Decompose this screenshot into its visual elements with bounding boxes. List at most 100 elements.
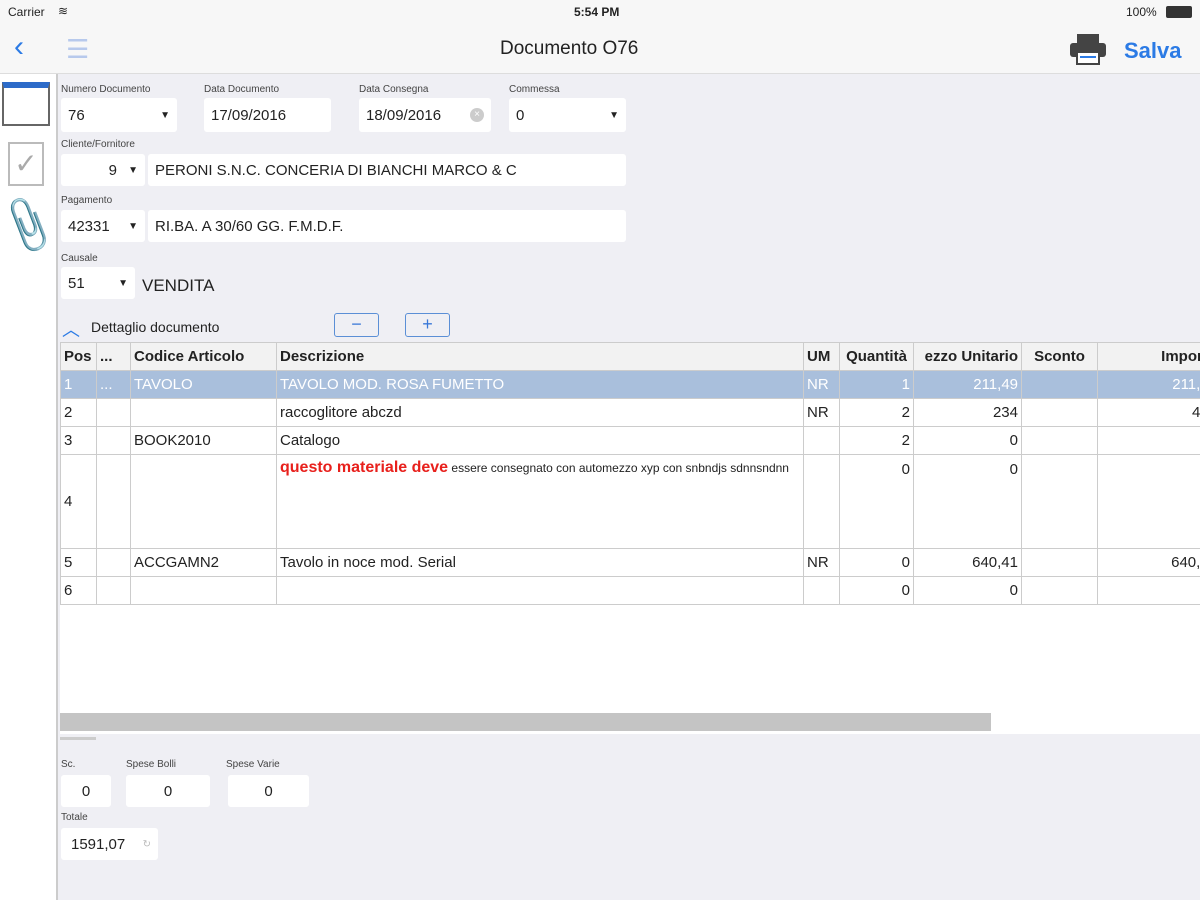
cell-pos[interactable]: 2	[60, 398, 97, 427]
table-row[interactable]: 6000	[60, 576, 1200, 605]
detail-toggle[interactable]: Dettaglio documento	[91, 319, 220, 335]
cell-price[interactable]: 0	[913, 576, 1022, 605]
cell-amount[interactable]: 0	[1097, 454, 1200, 549]
cliente-name-field[interactable]: PERONI S.N.C. CONCERIA DI BIANCHI MARCO …	[148, 154, 626, 186]
cell-dots[interactable]	[96, 576, 131, 605]
column-header[interactable]: Importo	[1097, 342, 1200, 371]
cell-amount[interactable]: 211,49	[1097, 370, 1200, 399]
horizontal-scrollbar[interactable]	[60, 713, 991, 731]
cell-code[interactable]: ACCGAMN2	[130, 548, 277, 577]
cell-um[interactable]: NR	[803, 370, 840, 399]
cell-disc[interactable]	[1021, 398, 1098, 427]
cliente-code-value: 9	[108, 161, 117, 179]
cell-pos[interactable]: 6	[60, 576, 97, 605]
table-row[interactable]: 3BOOK2010Catalogo200	[60, 426, 1200, 455]
cell-desc[interactable]: questo materiale deve essere consegnato …	[276, 454, 804, 549]
table-row[interactable]: 1... TAVOLO TAVOLO MOD. ROSA FUMETTO NR 1 211…	[60, 370, 1200, 399]
printer-icon[interactable]	[1068, 32, 1108, 65]
clear-icon[interactable]: ×	[470, 108, 484, 122]
cell-disc[interactable]	[1021, 426, 1098, 455]
data-doc-label: Data Documento	[204, 84, 280, 95]
pagamento-code-select[interactable]: 42331 ▼	[61, 210, 145, 242]
cell-dots[interactable]	[96, 548, 131, 577]
cell-disc[interactable]	[1021, 548, 1098, 577]
commessa-value: 0	[516, 106, 525, 124]
cell-dots[interactable]	[96, 398, 131, 427]
column-header[interactable]: UM	[803, 342, 840, 371]
cell-um[interactable]: NR	[803, 398, 840, 427]
column-header[interactable]: ...	[96, 342, 131, 371]
cell-code[interactable]	[130, 398, 277, 427]
cell-pos[interactable]: 4	[60, 454, 97, 549]
cell-pos[interactable]: 1	[60, 370, 97, 399]
table-row[interactable]: 4 questo materiale deve essere consegnato…	[60, 454, 1200, 549]
sc-field[interactable]: 0	[61, 775, 111, 807]
cell-dots[interactable]	[96, 454, 131, 549]
sidebar-attachment-icon[interactable]: 📎	[0, 193, 61, 256]
sidebar-document-icon[interactable]	[2, 82, 50, 126]
cell-code[interactable]: BOOK2010	[130, 426, 277, 455]
sidebar-checklist-icon[interactable]: ✓	[8, 142, 44, 186]
status-bar: Carrier ≋ 5:54 PM 100%	[0, 0, 1200, 24]
cell-amount[interactable]: 468	[1097, 398, 1200, 427]
back-icon[interactable]: ‹	[14, 30, 24, 63]
cell-amount[interactable]: 0	[1097, 426, 1200, 455]
cell-um[interactable]	[803, 426, 840, 455]
remove-row-button[interactable]: −	[334, 313, 379, 337]
cell-desc[interactable]: Catalogo	[276, 426, 804, 455]
cliente-code-select[interactable]: 9 ▼	[61, 154, 145, 186]
column-header[interactable]: Codice Articolo	[130, 342, 277, 371]
cell-amount[interactable]: 0	[1097, 576, 1200, 605]
cell-desc[interactable]: raccoglitore abczd	[276, 398, 804, 427]
cell-qty[interactable]: 0	[839, 454, 914, 549]
cell-pos[interactable]: 5	[60, 548, 97, 577]
cell-disc[interactable]	[1021, 370, 1098, 399]
menu-icon[interactable]: ☰	[66, 34, 90, 64]
save-button[interactable]: Salva	[1124, 38, 1182, 63]
chevron-up-icon[interactable]: ︿	[62, 320, 80, 340]
cell-qty[interactable]: 1	[839, 370, 914, 399]
varie-field[interactable]: 0	[228, 775, 309, 807]
column-header[interactable]: ezzo Unitario	[913, 342, 1022, 371]
cell-price[interactable]: 640,41	[913, 548, 1022, 577]
cell-um[interactable]	[803, 454, 840, 549]
table-row[interactable]: 5 ACCGAMN2 Tavolo in noce mod. Serial NR 0 64…	[60, 548, 1200, 577]
column-header[interactable]: Pos	[60, 342, 97, 371]
cell-code[interactable]	[130, 576, 277, 605]
causale-select[interactable]: 51 ▼	[61, 267, 135, 299]
cell-disc[interactable]	[1021, 454, 1098, 549]
cell-dots[interactable]	[96, 426, 131, 455]
cell-um[interactable]	[803, 576, 840, 605]
numero-select[interactable]: 76 ▼	[61, 98, 177, 132]
cell-dots[interactable]: ...	[96, 370, 131, 399]
cell-desc[interactable]: TAVOLO MOD. ROSA FUMETTO	[276, 370, 804, 399]
add-row-button[interactable]: +	[405, 313, 450, 337]
column-header[interactable]: Sconto	[1021, 342, 1098, 371]
cell-code[interactable]: TAVOLO	[130, 370, 277, 399]
cell-um[interactable]: NR	[803, 548, 840, 577]
commessa-select[interactable]: 0 ▼	[509, 98, 626, 132]
cell-qty[interactable]: 0	[839, 576, 914, 605]
column-header[interactable]: Quantità	[839, 342, 914, 371]
bolli-field[interactable]: 0	[126, 775, 210, 807]
page-title: Documento O76	[500, 38, 639, 59]
column-header[interactable]: Descrizione	[276, 342, 804, 371]
cell-desc[interactable]	[276, 576, 804, 605]
cell-disc[interactable]	[1021, 576, 1098, 605]
cell-price[interactable]: 234	[913, 398, 1022, 427]
data-cons-field[interactable]: 18/09/2016 ×	[359, 98, 491, 132]
data-doc-field[interactable]: 17/09/2016	[204, 98, 331, 132]
refresh-icon[interactable]: ↻	[142, 838, 151, 850]
cell-pos[interactable]: 3	[60, 426, 97, 455]
pagamento-desc-field[interactable]: RI.BA. A 30/60 GG. F.M.D.F.	[148, 210, 626, 242]
cell-price[interactable]: 211,49	[913, 370, 1022, 399]
cell-qty[interactable]: 0	[839, 548, 914, 577]
cell-price[interactable]: 0	[913, 454, 1022, 549]
cell-qty[interactable]: 2	[839, 398, 914, 427]
cell-desc[interactable]: Tavolo in noce mod. Serial	[276, 548, 804, 577]
cell-amount[interactable]: 640,41	[1097, 548, 1200, 577]
cell-price[interactable]: 0	[913, 426, 1022, 455]
cell-qty[interactable]: 2	[839, 426, 914, 455]
cell-code[interactable]	[130, 454, 277, 549]
